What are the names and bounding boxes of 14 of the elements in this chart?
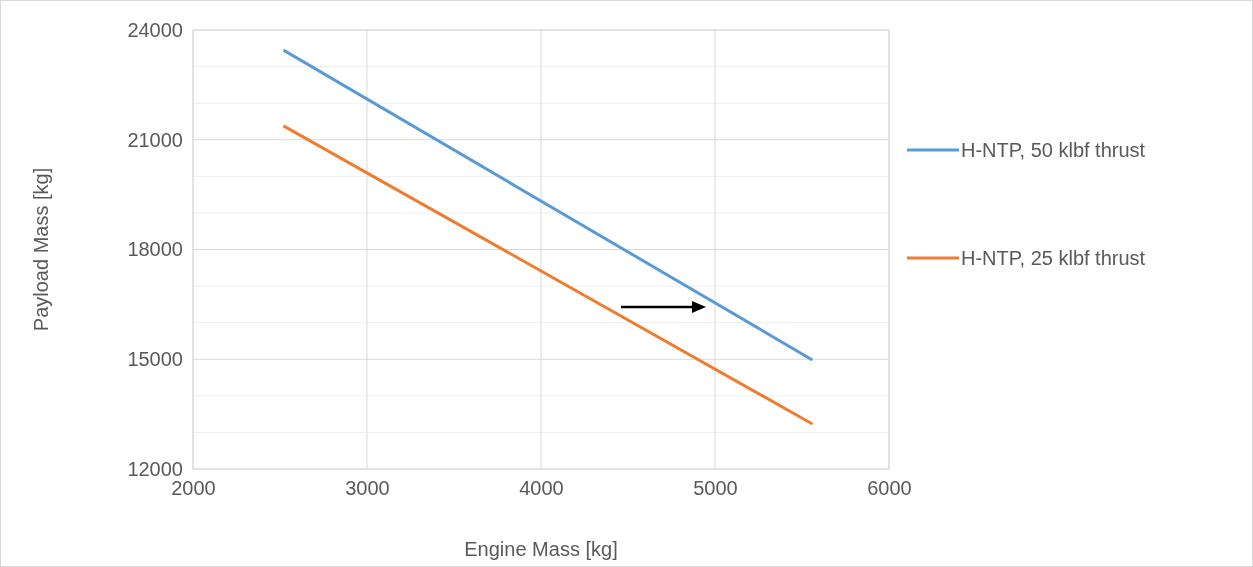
x-tick-label: 5000 — [693, 477, 738, 500]
y-tick-label: 24000 — [127, 18, 183, 41]
x-tick-label: 2000 — [171, 477, 216, 500]
y-tick-label: 12000 — [127, 457, 183, 480]
legend-label: H-NTP, 50 klbf thrust — [961, 139, 1146, 161]
y-tick-label: 21000 — [127, 128, 183, 151]
x-tick-label: 6000 — [867, 477, 912, 500]
y-axis-title: Payload Mass [kg] — [30, 167, 52, 332]
x-tick-label: 3000 — [345, 477, 390, 500]
x-axis-title: Engine Mass [kg] — [464, 538, 618, 560]
x-tick-label: 4000 — [519, 477, 564, 500]
y-tick-label: 15000 — [127, 348, 183, 371]
legend-label: H-NTP, 25 klbf thrust — [961, 247, 1146, 269]
y-tick-label: 18000 — [127, 238, 183, 261]
